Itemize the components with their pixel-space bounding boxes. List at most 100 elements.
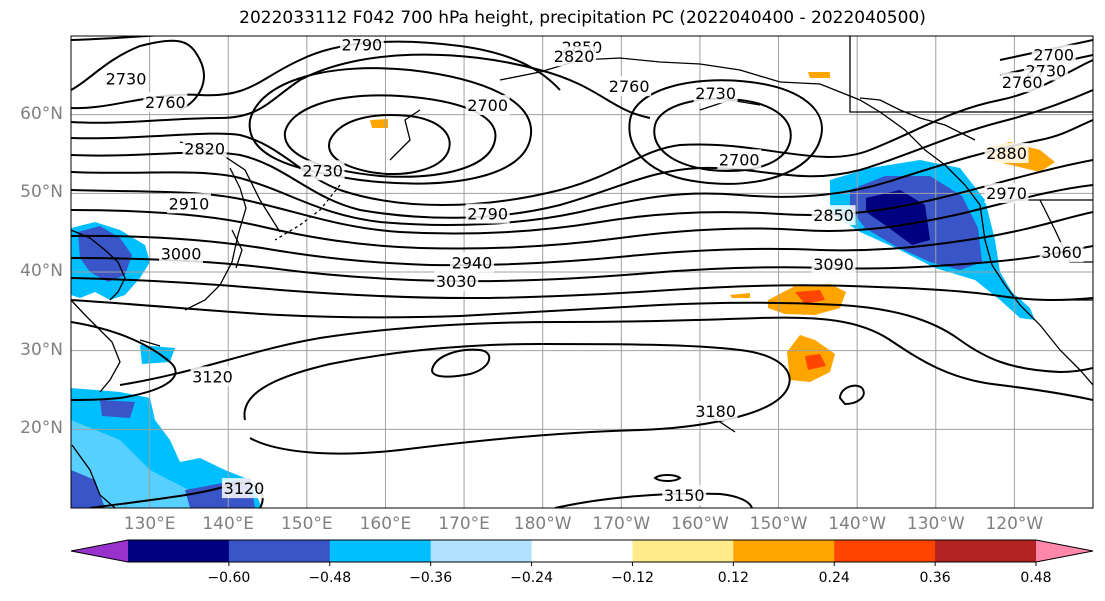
contour-label: 2880: [986, 144, 1027, 163]
contour-label-bg: [1000, 72, 1045, 93]
map-title: 2022033112 F042 700 hPa height, precipit…: [239, 8, 926, 28]
contour-label: 2700: [467, 96, 508, 115]
contour-label-bg: [434, 271, 479, 292]
contour-label-bg: [449, 252, 494, 273]
height-contour: [71, 159, 1093, 235]
latitude-tick-label: 60°N: [20, 103, 63, 124]
height-contour: [71, 89, 1093, 219]
coastline: [139, 339, 161, 347]
colorbar-tick-label: −0.36: [409, 570, 453, 586]
precip-fill: [370, 119, 388, 128]
height-contour: [71, 184, 1093, 250]
coastline: [859, 97, 976, 141]
contour-label: 2790: [342, 35, 383, 54]
height-contour: [71, 36, 163, 41]
precip-fill: [71, 470, 105, 508]
colorbar-tick-label: 0.36: [919, 570, 951, 586]
contour-label: 3090: [813, 255, 854, 274]
longitude-tick-label: 180°W: [513, 514, 572, 534]
contour-label: 3120: [224, 479, 265, 498]
height-contour: [71, 211, 1093, 267]
precip-fill: [808, 72, 830, 78]
longitude-tick-label: 150°W: [749, 514, 808, 534]
colorbar-tick-label: 0.12: [717, 570, 749, 586]
contour-label-bg: [300, 160, 345, 181]
contour-label-bg: [552, 46, 597, 67]
coastline: [71, 299, 121, 393]
contour-label-bg: [166, 193, 211, 214]
precip-fill: [795, 290, 825, 304]
colorbar-tick-label: −0.48: [308, 570, 352, 586]
colorbar-segment: [733, 540, 835, 562]
contour-label: 2760: [1002, 73, 1043, 92]
contour-label-bg: [693, 401, 738, 422]
contour-label: 2730: [695, 84, 736, 103]
contour-label-bg: [159, 243, 204, 264]
contour-label: 3120: [192, 367, 233, 386]
contour-label: 2700: [1033, 46, 1074, 65]
colorbar-segment: [329, 540, 432, 562]
contour-label-bg: [984, 143, 1029, 163]
coastline: [274, 184, 341, 241]
height-contour: [71, 39, 205, 111]
contour-label: 2940: [452, 253, 493, 272]
contour-label: 2910: [169, 194, 210, 213]
latitude-tick-label: 40°N: [20, 261, 63, 281]
map-frame: [70, 35, 1094, 509]
longitude-tick-label: 130°E: [123, 514, 176, 534]
contour-label-bg: [339, 36, 384, 55]
colorbar-segment: [128, 540, 230, 562]
contour-label-bg: [104, 68, 149, 89]
contour-label-bg: [662, 485, 707, 506]
precip-fill: [71, 420, 230, 508]
height-contour: [71, 277, 1093, 301]
contour-label: 3000: [161, 245, 202, 264]
colorbar-segment: [834, 540, 936, 562]
longitude-tick-label: 140°W: [828, 514, 887, 534]
height-contour: [838, 384, 865, 406]
contour-label-bg: [607, 76, 652, 97]
height-contour: [653, 474, 682, 482]
contour-label-bg: [143, 91, 188, 112]
colorbar-segment: [531, 540, 633, 562]
coastline: [184, 167, 247, 311]
contour-label-bg: [984, 183, 1029, 204]
latitude-tick-label: 20°N: [20, 418, 63, 439]
contour-label: 3030: [436, 272, 477, 291]
height-contour: [71, 53, 651, 124]
colorbar-extend-high: [1036, 540, 1093, 562]
contour-label-bg: [811, 253, 856, 274]
colorbar-segment: [632, 540, 734, 562]
coastline: [499, 57, 1093, 386]
longitude-tick-label: 120°W: [985, 514, 1044, 534]
contour-label: 2850: [813, 206, 854, 225]
contour-label-bg: [1031, 44, 1076, 65]
colorbar-outline: [70, 539, 1094, 563]
coastline: [71, 444, 116, 508]
colorbar-tick-label: 0.24: [818, 570, 850, 586]
contour-label-bg: [693, 83, 738, 104]
contour-label: 2730: [106, 69, 147, 88]
height-contour: [119, 316, 1093, 401]
height-contour: [71, 321, 177, 401]
contour-label: 2790: [467, 205, 508, 224]
contour-label: 3060: [1041, 243, 1082, 262]
latitude-tick-label: 50°N: [20, 182, 63, 203]
contour-label-bg: [182, 138, 227, 159]
contour-label-bg: [465, 203, 510, 224]
longitude-tick-label: 140°E: [202, 514, 255, 534]
colorbar-tick-label: 0.48: [1020, 570, 1052, 586]
colorbar-extend-low: [71, 540, 128, 562]
colorbar-tick-label: −0.12: [610, 570, 654, 586]
longitude-tick-label: 160°W: [671, 514, 729, 534]
colorbar-segment: [935, 540, 1037, 562]
contour-label: 3150: [664, 486, 705, 505]
precip-fill: [100, 400, 135, 418]
contour-label-bg: [221, 478, 266, 499]
latitude-tick-label: 30°N: [20, 339, 63, 360]
contour-label-bg: [190, 366, 235, 387]
colorbar-tick-label: −0.24: [510, 570, 553, 586]
colorbar-tick-label: −0.60: [207, 570, 251, 586]
height-contour: [628, 79, 823, 185]
contour-label-bg: [811, 205, 856, 226]
